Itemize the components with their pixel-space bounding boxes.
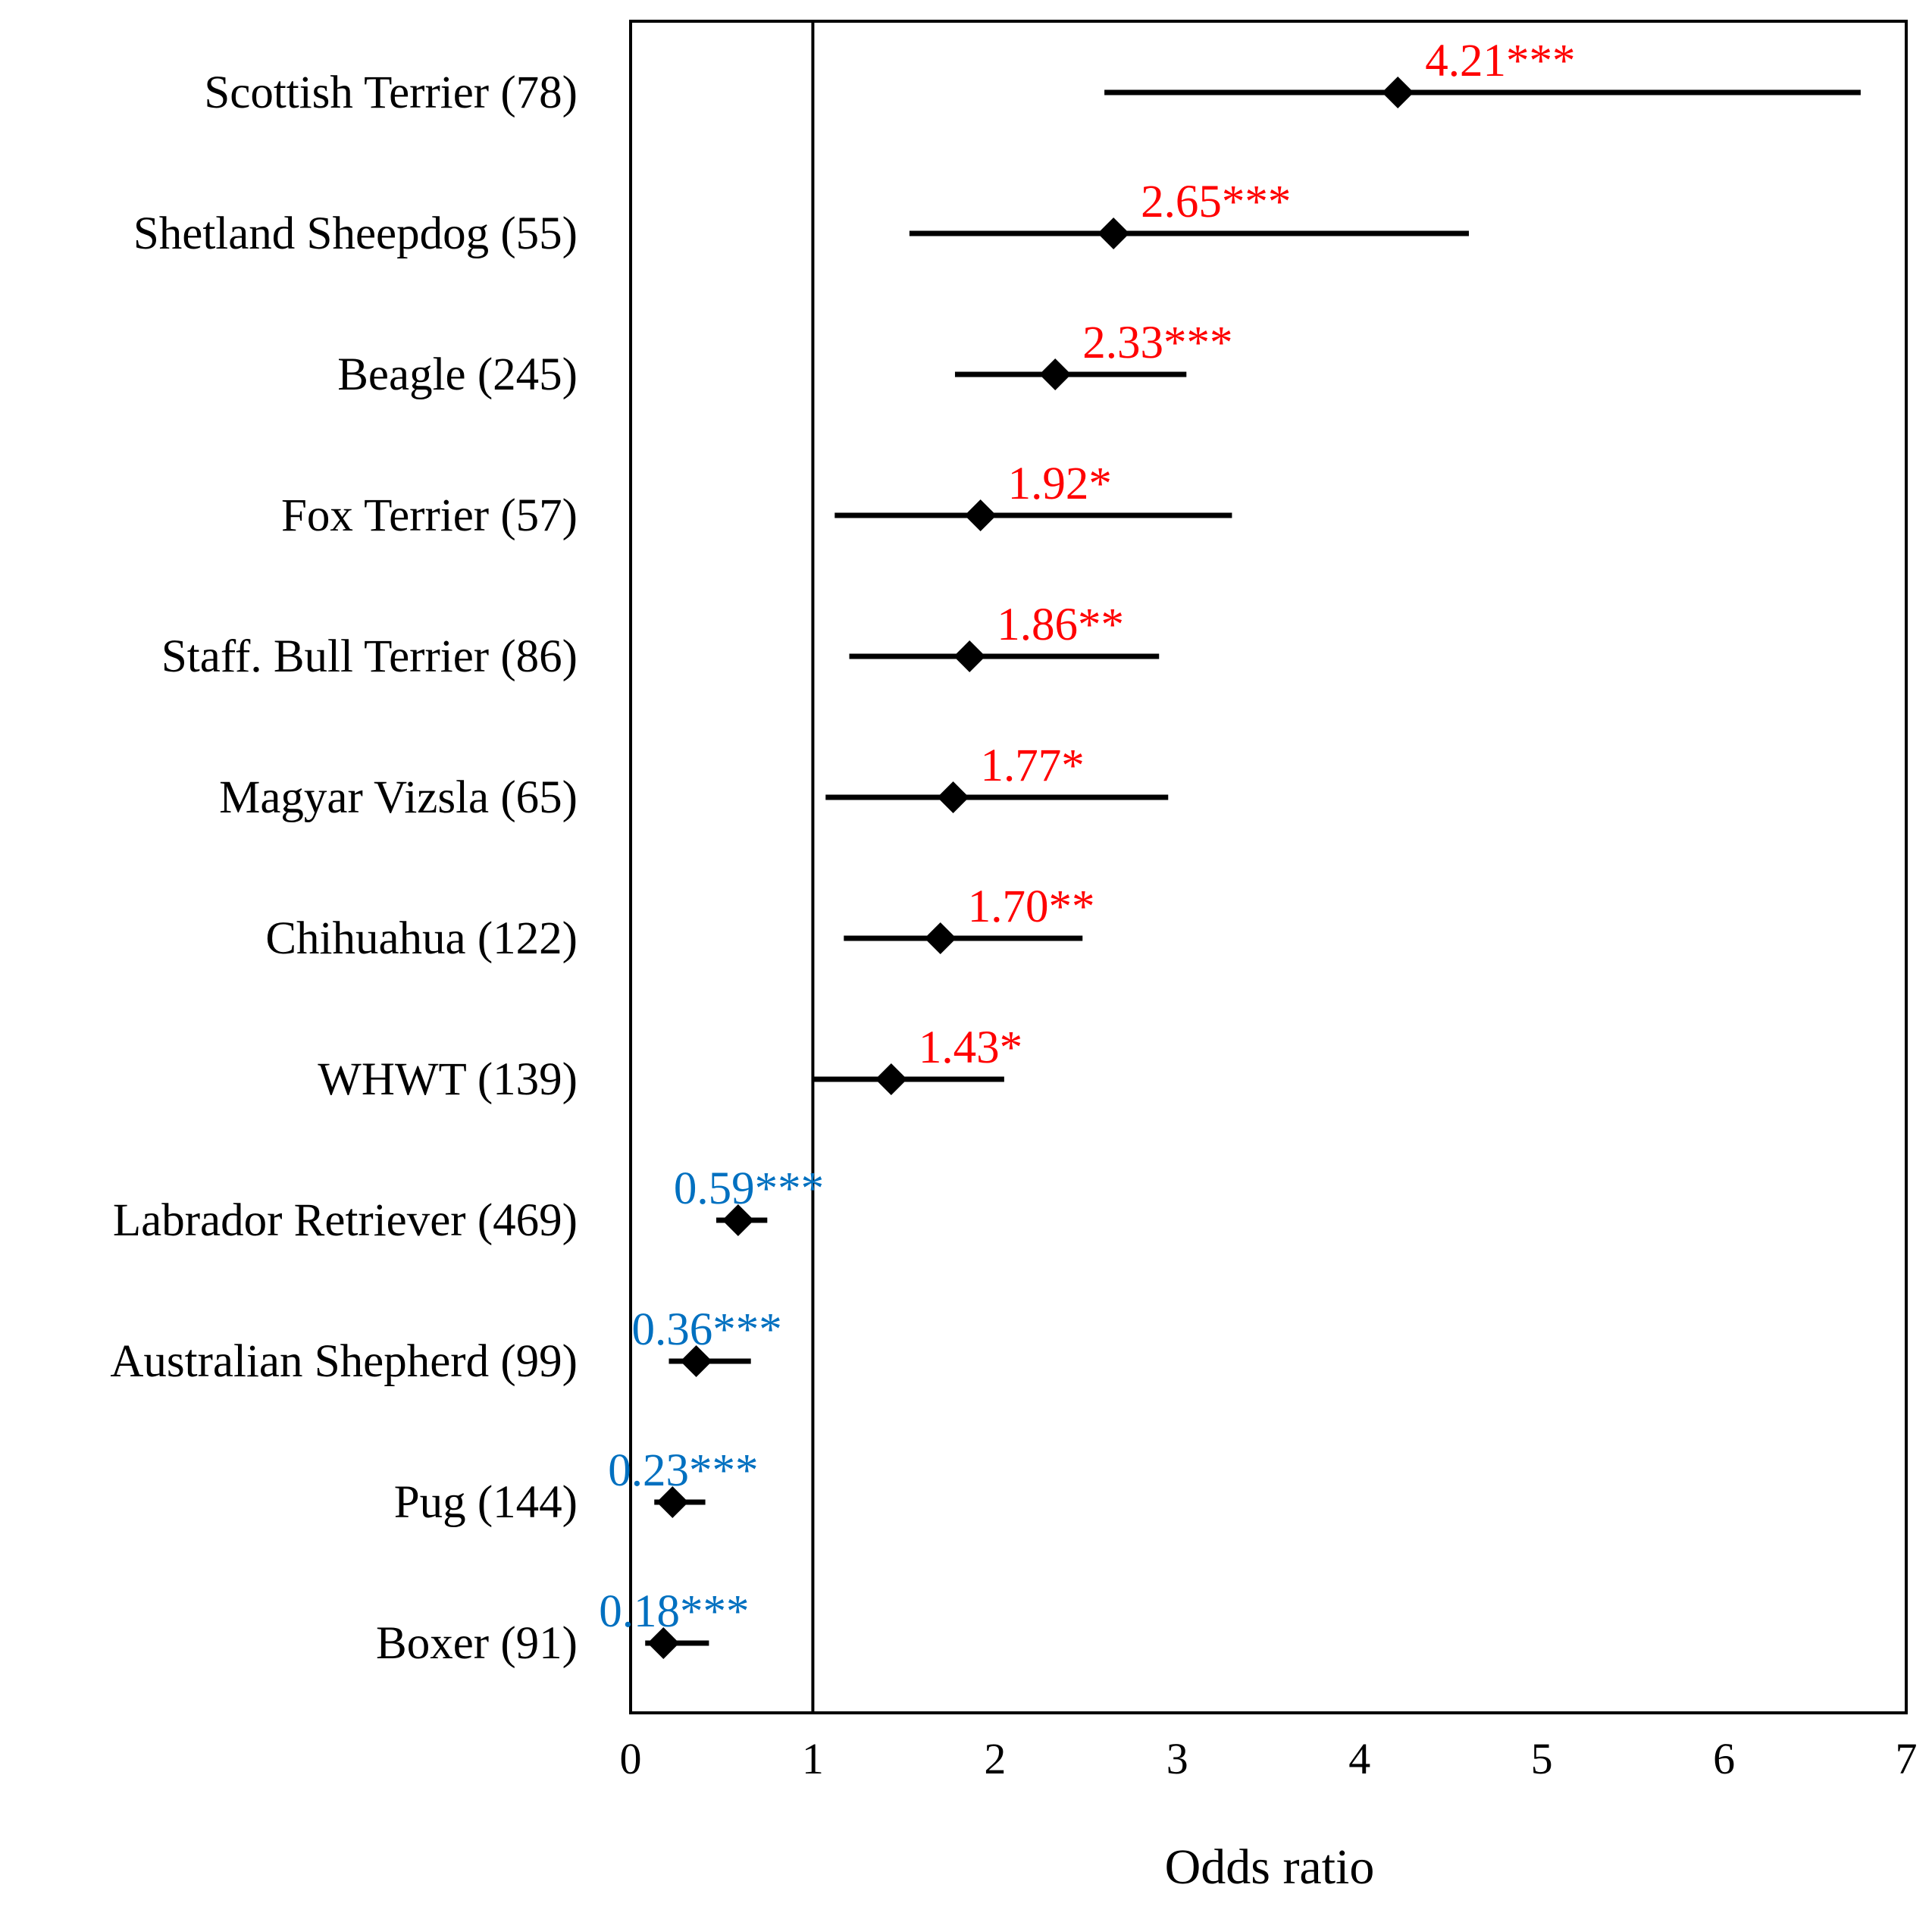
category-label: Scottish Terrier (78) bbox=[204, 67, 578, 118]
odds-ratio-marker bbox=[875, 1063, 907, 1095]
x-tick-label: 6 bbox=[1713, 1734, 1735, 1783]
data-label: 0.36*** bbox=[632, 1304, 782, 1355]
category-label: Australian Shepherd (99) bbox=[110, 1336, 578, 1387]
x-tick-label: 0 bbox=[620, 1734, 642, 1783]
x-tick-label: 4 bbox=[1348, 1734, 1370, 1783]
category-label: Beagle (245) bbox=[337, 349, 578, 400]
category-label: Pug (144) bbox=[394, 1477, 578, 1528]
x-tick-label: 3 bbox=[1166, 1734, 1188, 1783]
data-label: 0.59*** bbox=[674, 1163, 824, 1214]
data-label: 0.18*** bbox=[599, 1586, 749, 1637]
plot-area: 0 1 2 3 4 5 6 7 Scottish Terrier (78) 4.21*** Shet… bbox=[110, 20, 1918, 1783]
category-label: Magyar Vizsla (65) bbox=[219, 772, 578, 823]
data-label: 0.23*** bbox=[608, 1445, 758, 1496]
category-label: WHWT (139) bbox=[318, 1054, 578, 1105]
odds-ratio-marker bbox=[1098, 218, 1130, 249]
data-label: 1.92* bbox=[1008, 459, 1112, 509]
odds-ratio-marker bbox=[647, 1627, 680, 1659]
x-tick-label: 1 bbox=[802, 1734, 824, 1783]
x-tick-label: 2 bbox=[984, 1734, 1006, 1783]
data-label: 1.43* bbox=[919, 1022, 1022, 1073]
data-label: 1.86** bbox=[997, 599, 1124, 650]
odds-ratio-marker bbox=[680, 1345, 712, 1377]
category-label: Chihuahua (122) bbox=[265, 913, 578, 964]
data-label: 1.70** bbox=[968, 881, 1095, 932]
category-label: Shetland Sheepdog (55) bbox=[133, 208, 578, 259]
category-label: Fox Terrier (57) bbox=[281, 490, 578, 541]
odds-ratio-marker bbox=[1039, 358, 1072, 390]
category-label: Boxer (91) bbox=[376, 1618, 578, 1669]
data-label: 1.77* bbox=[981, 740, 1085, 791]
odds-ratio-marker bbox=[964, 499, 997, 531]
category-label: Labrador Retriever (469) bbox=[113, 1195, 578, 1246]
x-axis-title: Odds ratio bbox=[1165, 1839, 1375, 1895]
odds-ratio-marker bbox=[656, 1486, 689, 1518]
data-label: 2.33*** bbox=[1082, 318, 1232, 368]
odds-ratio-marker bbox=[924, 922, 957, 954]
x-tick-label: 5 bbox=[1531, 1734, 1553, 1783]
x-tick-label: 7 bbox=[1896, 1734, 1918, 1783]
category-label: Staff. Bull Terrier (86) bbox=[161, 631, 578, 682]
odds-ratio-marker bbox=[1382, 77, 1414, 108]
odds-ratio-marker bbox=[722, 1204, 754, 1236]
odds-ratio-marker bbox=[937, 781, 969, 813]
odds-ratio-marker bbox=[953, 640, 986, 672]
data-label: 4.21*** bbox=[1425, 36, 1575, 86]
data-label: 2.65*** bbox=[1141, 177, 1291, 227]
plot-frame bbox=[629, 20, 1908, 1714]
